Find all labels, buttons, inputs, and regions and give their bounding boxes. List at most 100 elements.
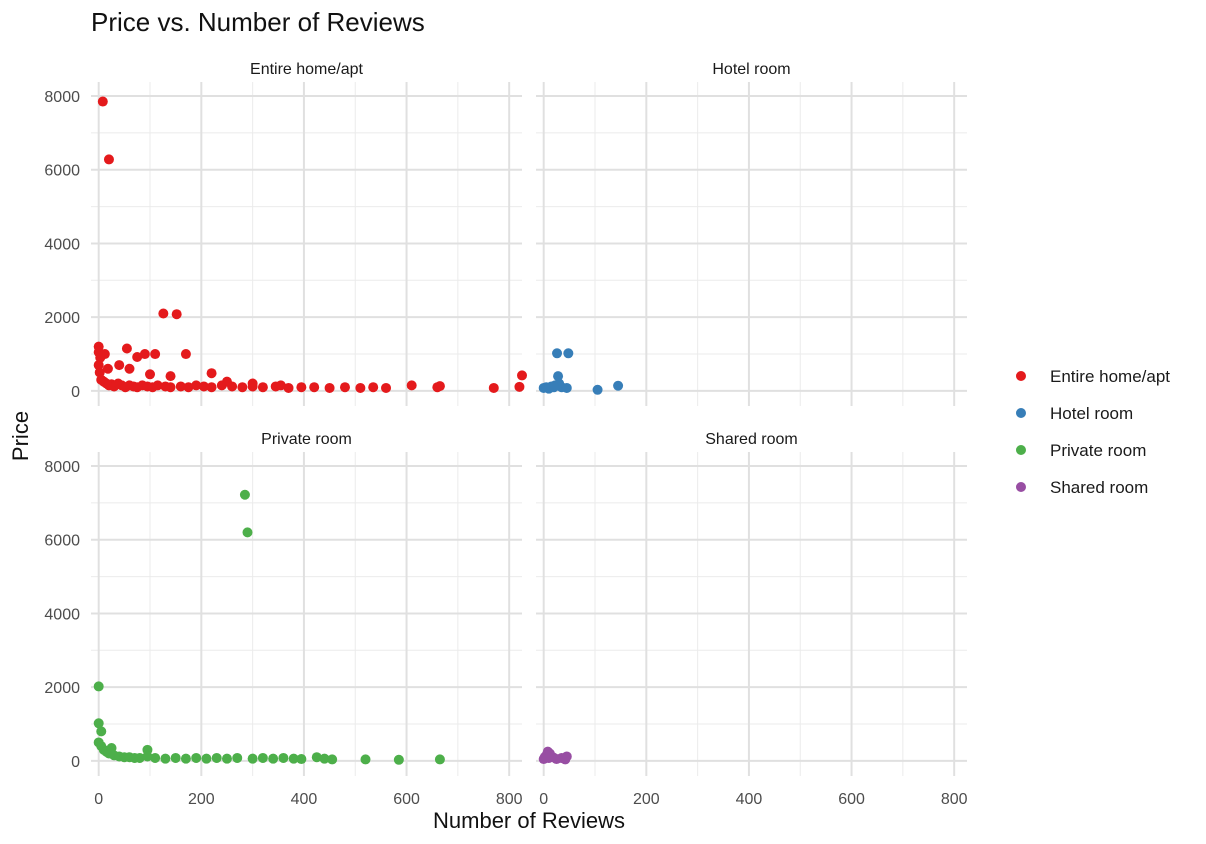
data-point bbox=[592, 384, 603, 395]
data-point bbox=[95, 352, 106, 363]
legend-item-shared-room: Shared room bbox=[1016, 478, 1148, 497]
x-tick-labels: 0 200 400 600 800 0 200 400 600 800 bbox=[94, 791, 967, 808]
data-point bbox=[180, 753, 191, 764]
y-axis-title: Price bbox=[8, 411, 33, 461]
data-point bbox=[283, 382, 294, 393]
data-point bbox=[278, 752, 289, 763]
data-point bbox=[548, 382, 559, 393]
x-tick-label: 200 bbox=[633, 791, 660, 808]
data-point bbox=[96, 726, 107, 737]
x-tick-label: 0 bbox=[539, 791, 548, 808]
data-point bbox=[247, 753, 258, 764]
y-tick-label: 6000 bbox=[44, 163, 80, 180]
data-point bbox=[97, 96, 108, 107]
data-point bbox=[180, 349, 191, 360]
legend: Entire home/apt Hotel room Private room Sha… bbox=[1016, 367, 1170, 497]
facet-strip-label: Hotel room bbox=[712, 61, 790, 78]
facet-panel-hotel-room: Hotel room bbox=[536, 61, 967, 406]
data-point bbox=[191, 752, 202, 763]
legend-swatch bbox=[1016, 371, 1026, 381]
series-hotel-room bbox=[538, 348, 624, 395]
data-point bbox=[237, 382, 248, 393]
series-entire-home-apt bbox=[93, 96, 527, 393]
data-point bbox=[319, 753, 330, 764]
data-point bbox=[93, 718, 104, 729]
data-point bbox=[268, 753, 279, 764]
data-point bbox=[406, 380, 417, 391]
data-point bbox=[561, 382, 572, 393]
data-point bbox=[288, 753, 299, 764]
data-point bbox=[142, 751, 153, 762]
data-point bbox=[145, 369, 156, 380]
facet-panels: Entire home/apt Hotel room Private room Sha… bbox=[91, 61, 967, 776]
data-point bbox=[514, 381, 525, 392]
data-point bbox=[257, 382, 268, 393]
data-point bbox=[247, 378, 258, 389]
y-tick-label: 6000 bbox=[44, 533, 80, 550]
y-tick-label: 0 bbox=[71, 754, 80, 771]
data-point bbox=[355, 382, 366, 393]
data-point bbox=[171, 309, 182, 320]
chart-title: Price vs. Number of Reviews bbox=[91, 7, 425, 37]
x-tick-label: 400 bbox=[736, 791, 763, 808]
data-point bbox=[198, 381, 209, 392]
data-point bbox=[206, 368, 217, 379]
data-point bbox=[368, 382, 379, 393]
data-point bbox=[563, 348, 574, 359]
y-tick-label: 8000 bbox=[44, 89, 80, 106]
data-point bbox=[232, 752, 243, 763]
data-point bbox=[165, 371, 176, 382]
data-point bbox=[175, 381, 186, 392]
data-point bbox=[124, 363, 135, 374]
legend-label: Shared room bbox=[1050, 478, 1148, 497]
data-point bbox=[103, 154, 114, 165]
data-point bbox=[543, 752, 554, 763]
data-point bbox=[150, 349, 161, 360]
y-tick-label: 8000 bbox=[44, 459, 80, 476]
x-tick-label: 800 bbox=[941, 791, 968, 808]
data-point bbox=[239, 489, 250, 500]
y-tick-label: 4000 bbox=[44, 606, 80, 623]
x-tick-label: 0 bbox=[94, 791, 103, 808]
data-point bbox=[106, 742, 117, 753]
data-point bbox=[360, 754, 371, 765]
data-point bbox=[201, 753, 212, 764]
facet-strip-label: Private room bbox=[261, 431, 352, 448]
data-point bbox=[296, 754, 307, 765]
y-tick-labels: 0 2000 4000 6000 8000 0 2000 4000 6000 8000 bbox=[44, 89, 80, 771]
x-tick-label: 600 bbox=[393, 791, 420, 808]
data-point bbox=[191, 380, 202, 391]
x-axis-title: Number of Reviews bbox=[433, 808, 625, 833]
legend-swatch bbox=[1016, 408, 1026, 418]
data-point bbox=[257, 752, 268, 763]
legend-label: Hotel room bbox=[1050, 404, 1133, 423]
y-tick-label: 2000 bbox=[44, 680, 80, 697]
legend-item-private-room: Private room bbox=[1016, 441, 1146, 460]
legend-swatch bbox=[1016, 445, 1026, 455]
series-private-room bbox=[93, 489, 445, 765]
data-point bbox=[160, 753, 171, 764]
data-point bbox=[242, 527, 253, 538]
data-point bbox=[553, 371, 564, 382]
data-point bbox=[488, 382, 499, 393]
series-shared-room bbox=[538, 746, 572, 765]
data-point bbox=[339, 382, 350, 393]
y-tick-label: 0 bbox=[71, 384, 80, 401]
data-point bbox=[434, 381, 445, 392]
facet-panel-entire-home-apt: Entire home/apt bbox=[91, 61, 527, 406]
data-point bbox=[434, 754, 445, 765]
x-tick-label: 200 bbox=[188, 791, 215, 808]
data-point bbox=[221, 753, 232, 764]
data-point bbox=[158, 308, 169, 319]
data-point bbox=[561, 751, 572, 762]
data-point bbox=[102, 363, 113, 374]
data-point bbox=[150, 752, 161, 763]
legend-label: Private room bbox=[1050, 441, 1146, 460]
data-point bbox=[324, 382, 335, 393]
data-point bbox=[309, 382, 320, 393]
data-point bbox=[132, 351, 143, 362]
facet-strip-label: Entire home/apt bbox=[250, 61, 364, 78]
y-tick-label: 4000 bbox=[44, 236, 80, 253]
data-point bbox=[393, 754, 404, 765]
